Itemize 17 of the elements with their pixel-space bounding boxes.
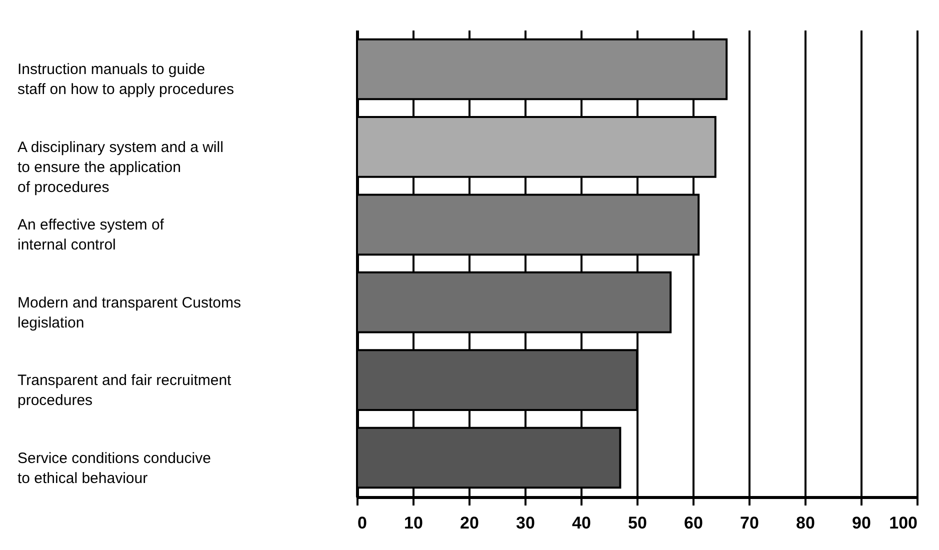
y-tick-label: Instruction manuals to guide staff on how to apply procedures [18,61,234,98]
y-tick-label: A disciplinary system and a will to ensure the application of procedures [18,138,224,196]
x-tick-label: 20 [460,514,479,532]
y-tick-label: Service conditions conducive to ethical behaviour [18,450,211,487]
x-tick-label: 40 [572,514,591,532]
x-tick-label: 60 [684,514,703,532]
y-tick-label: Modern and transparent Customs legislation [18,294,241,332]
x-tick-label: 100 [889,514,918,532]
x-tick-label: 30 [516,514,535,532]
y-tick-label: An effective system of internal control [18,216,165,254]
x-tick-label: 50 [628,514,647,532]
x-tick-label: 90 [852,514,871,532]
x-tick-label: 10 [404,514,423,532]
x-tick-label: 0 [358,514,367,532]
x-tick-label: 80 [796,514,815,532]
x-tick-label: 70 [740,514,759,532]
y-tick-label: Transparent and fair recruitment procedures [18,372,232,410]
